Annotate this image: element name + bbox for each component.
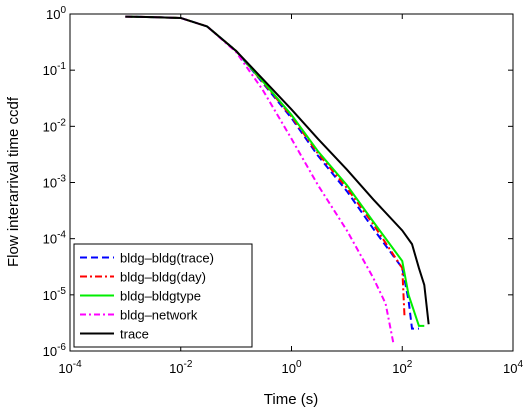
series-line	[125, 15, 430, 325]
tick-label: 10-1	[43, 61, 67, 78]
tick-base: 10	[43, 344, 57, 359]
tick-label: 100	[46, 5, 66, 22]
tick-base: 10	[43, 232, 57, 247]
tick-base: 10	[43, 176, 57, 191]
y-axis-label: Flow interarrival time ccdf	[5, 96, 22, 267]
legend-label: bldg–bldg(day)	[120, 270, 206, 285]
tick-exp: -4	[57, 230, 66, 241]
tick-exp: 0	[60, 5, 66, 16]
legend-label: bldg–network	[120, 308, 198, 323]
tick-base: 10	[392, 361, 406, 376]
tick-exp: 4	[517, 359, 523, 370]
tick-exp: -3	[57, 174, 66, 185]
tick-base: 10	[58, 361, 72, 376]
tick-label: 104	[503, 359, 523, 376]
tick-exp: 0	[296, 359, 302, 370]
tick-label: 10-4	[43, 230, 67, 247]
tick-exp: 2	[407, 359, 413, 370]
tick-label: 100	[281, 359, 301, 376]
tick-base: 10	[43, 63, 57, 78]
legend-label: bldg–bldgtype	[120, 289, 201, 304]
tick-exp: -5	[57, 286, 66, 297]
legend-label: trace	[120, 327, 149, 342]
tick-exp: -1	[57, 61, 66, 72]
tick-label: 10-2	[43, 117, 67, 134]
tick-base: 10	[281, 361, 295, 376]
tick-base: 10	[169, 361, 183, 376]
tick-exp: -2	[184, 359, 193, 370]
series-line	[125, 15, 395, 345]
tick-label: 102	[392, 359, 412, 376]
tick-label: 10-5	[43, 286, 67, 303]
tick-label: 10-2	[169, 359, 193, 376]
tick-base: 10	[46, 7, 60, 22]
x-axis-label: Time (s)	[264, 391, 318, 408]
tick-label: 10-6	[43, 342, 67, 359]
tick-label: 10-3	[43, 174, 67, 191]
tick-exp: -4	[73, 359, 82, 370]
tick-exp: -6	[57, 342, 66, 353]
tick-label: 10-4	[58, 359, 82, 376]
tick-base: 10	[43, 119, 57, 134]
legend-label: bldg–bldg(trace)	[120, 251, 214, 266]
tick-exp: -2	[57, 117, 66, 128]
tick-base: 10	[503, 361, 517, 376]
tick-base: 10	[43, 288, 57, 303]
